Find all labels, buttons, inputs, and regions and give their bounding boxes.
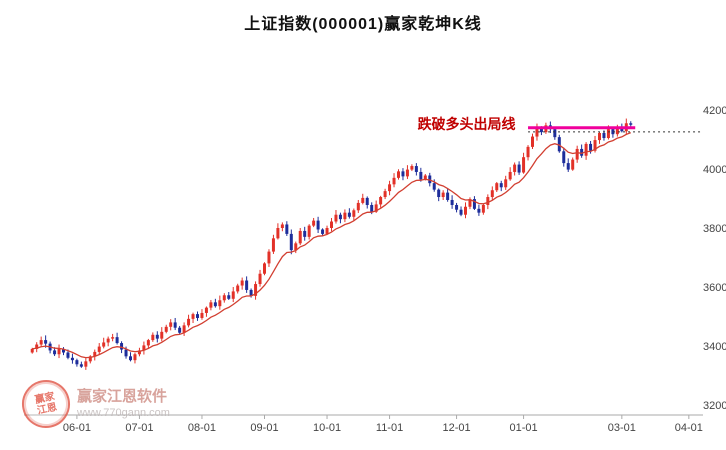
y-axis-label: 3200 [703, 400, 726, 412]
x-axis-label: 04-01 [675, 422, 703, 434]
x-axis-label: 01-01 [509, 422, 537, 434]
x-axis-label: 07-01 [125, 422, 153, 434]
x-axis-label: 08-01 [188, 422, 216, 434]
candlesticks [30, 118, 633, 370]
x-axis-label: 12-01 [442, 422, 470, 434]
y-axis-label: 4200 [703, 105, 726, 117]
x-axis-label: 10-01 [313, 422, 341, 434]
y-axis-label: 3400 [703, 341, 726, 353]
exit-line-annotation: 跌破多头出局线 [418, 116, 516, 132]
price-axis: 4200 4000 3800 3600 3400 3200 [703, 105, 726, 412]
x-axis-label: 06-01 [63, 422, 91, 434]
y-axis-label: 4000 [703, 164, 726, 176]
ma-line [32, 132, 632, 359]
annotation-label: 跌破多头出局线 [418, 116, 516, 132]
x-axis-label: 09-01 [250, 422, 278, 434]
chart-title: 上证指数(000001)赢家乾坤K线 [244, 16, 482, 33]
x-axis-label: 03-01 [608, 422, 636, 434]
x-axis-label: 11-01 [376, 422, 403, 434]
y-axis-label: 3600 [703, 282, 726, 294]
y-axis-label: 3800 [703, 223, 726, 235]
time-axis: 06-01 07-01 08-01 09-01 10-01 11-01 12-01 01-01… [24, 414, 703, 434]
